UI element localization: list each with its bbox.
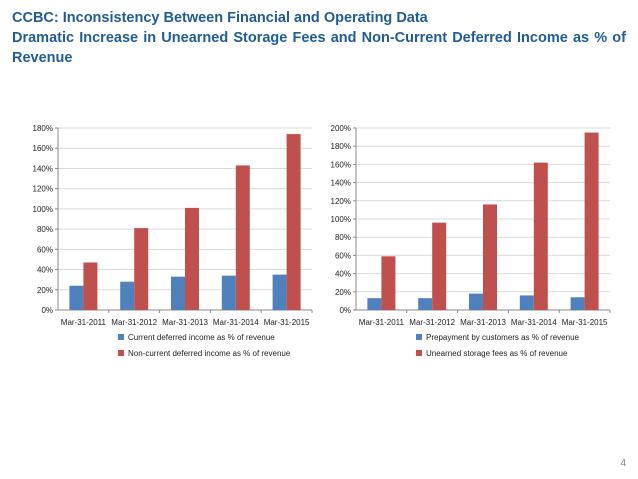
y-tick-label: 160% (33, 144, 53, 153)
x-tick-label: Mar-31-2012 (111, 318, 157, 327)
x-tick-label: Mar-31-2011 (61, 318, 107, 327)
y-tick-label: 160% (331, 160, 351, 169)
bar (286, 134, 301, 310)
bar (272, 274, 287, 310)
y-tick-label: 40% (335, 270, 351, 279)
bar (432, 222, 447, 310)
y-tick-label: 60% (335, 251, 351, 260)
legend-label: Unearned storage fees as % of revenue (426, 349, 568, 358)
slide-title: CCBC: Inconsistency Between Financial an… (12, 8, 626, 68)
bar (519, 295, 534, 310)
x-tick-label: Mar-31-2015 (562, 318, 608, 327)
bar (185, 207, 199, 310)
bar (83, 262, 98, 310)
y-tick-label: 140% (331, 179, 351, 188)
y-tick-label: 0% (339, 306, 351, 315)
x-tick-label: Mar-31-2014 (213, 318, 259, 327)
legend-label: Current deferred income as % of revenue (128, 333, 275, 342)
deferred-income-chart: 0% 20% 40% 60% 80% 100% 120% 140% 160% 180% Mar-31… (33, 124, 313, 358)
bar (221, 275, 236, 310)
x-tick-label: Mar-31-2011 (359, 318, 405, 327)
bar (381, 256, 396, 310)
x-tick-label: Mar-31-2013 (162, 318, 208, 327)
legend-label: Non-current deferred income as % of reve… (128, 349, 291, 358)
x-tick-label: Mar-31-2012 (409, 318, 455, 327)
y-tick-label: 40% (37, 266, 53, 275)
unearned-storage-fees-chart: 0% 20% 40% 60% 80% 100% 120% 140% 160% 180% 200% Ma… (331, 124, 611, 358)
x-tick-label: Mar-31-2014 (511, 318, 557, 327)
y-tick-label: 120% (33, 185, 53, 194)
x-tick-label: Mar-31-2015 (264, 318, 310, 327)
y-tick-label: 180% (33, 124, 53, 133)
title-line-1: CCBC: Inconsistency Between Financial an… (12, 10, 428, 26)
y-tick-label: 0% (41, 306, 53, 315)
legend-label: Prepayment by customers as % of revenue (426, 333, 580, 342)
legend-swatch (118, 350, 124, 356)
y-tick-label: 80% (37, 225, 53, 234)
bar (367, 298, 382, 310)
y-tick-label: 20% (37, 286, 53, 295)
y-tick-label: 200% (331, 124, 351, 133)
y-tick-label: 180% (331, 142, 351, 151)
bar (418, 298, 433, 310)
y-tick-label: 100% (331, 215, 351, 224)
legend-swatch (416, 350, 422, 356)
bar (171, 276, 185, 310)
legend-swatch (416, 334, 422, 340)
y-tick-label: 80% (335, 233, 351, 242)
bar (235, 165, 250, 310)
page-number: 4 (620, 458, 626, 469)
y-tick-label: 120% (331, 197, 351, 206)
title-line-3: Revenue (12, 50, 73, 66)
bar (483, 204, 497, 310)
bar (533, 162, 548, 310)
x-tick-label: Mar-31-2013 (460, 318, 506, 327)
y-tick-label: 20% (335, 288, 351, 297)
bar (120, 281, 135, 310)
bar (69, 285, 84, 310)
bar (584, 132, 599, 310)
y-tick-label: 100% (33, 205, 53, 214)
legend-swatch (118, 334, 124, 340)
bar (570, 297, 585, 310)
bar (469, 293, 483, 310)
y-tick-label: 140% (33, 164, 53, 173)
y-tick-label: 60% (37, 245, 53, 254)
bar (134, 228, 149, 310)
title-line-2: Dramatic Increase in Unearned Storage Fe… (12, 30, 626, 46)
